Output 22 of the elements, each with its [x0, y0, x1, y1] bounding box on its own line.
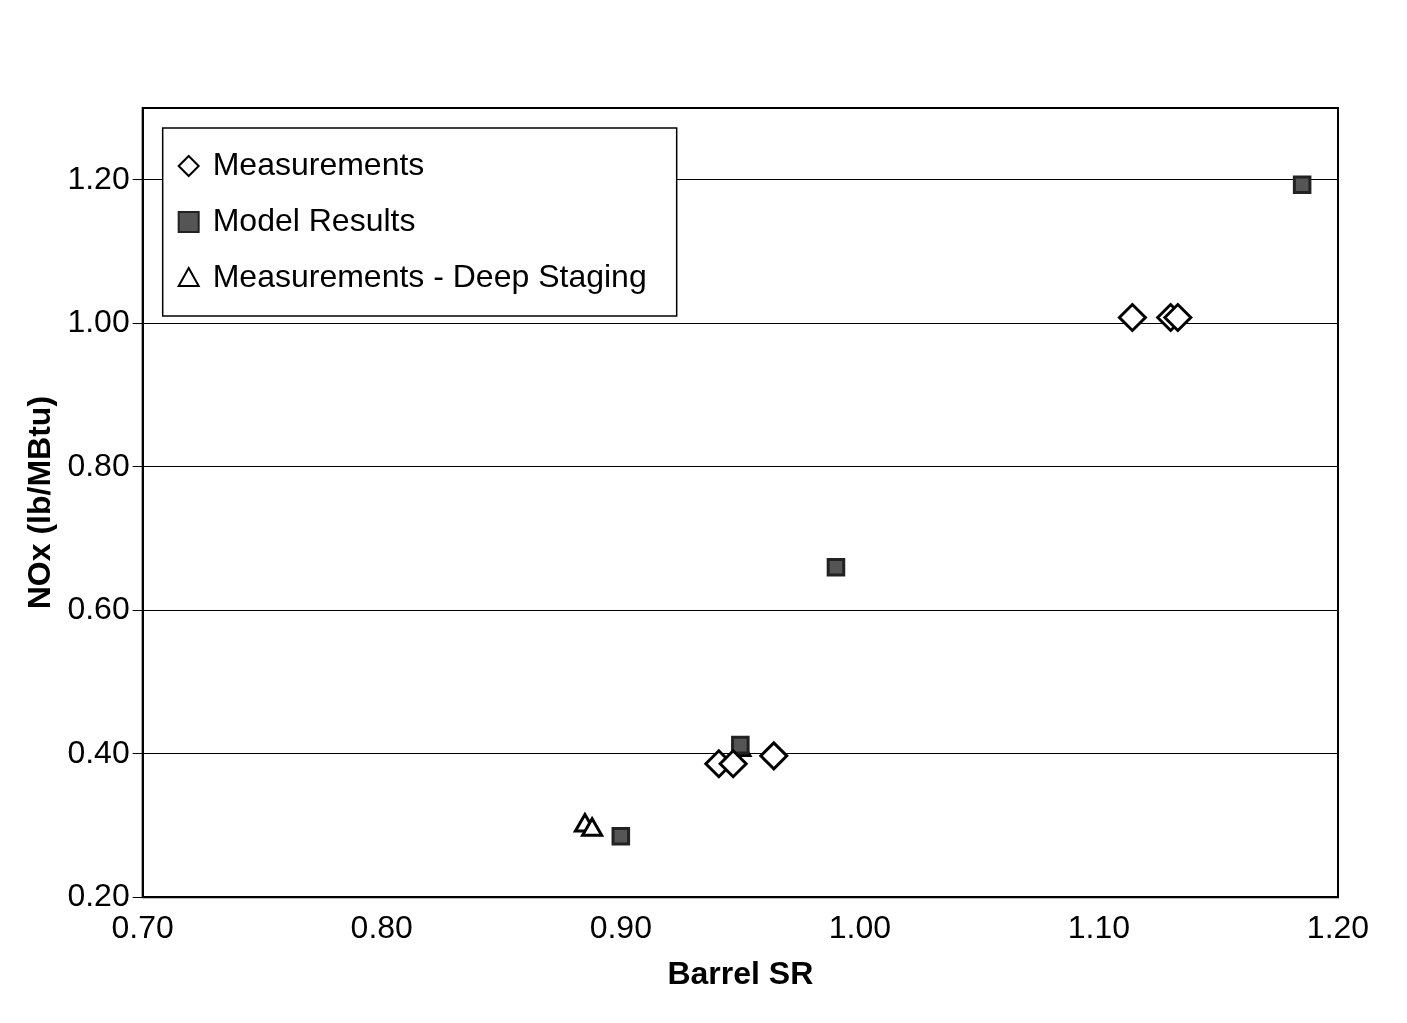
x-tick-label: 1.10: [1067, 909, 1131, 946]
y-tick-label: 1.20: [67, 159, 130, 196]
x-tick-label: 1.00: [828, 909, 892, 946]
y-tick-label: 0.80: [67, 446, 130, 483]
y-axis-title: NOx (lb/MBtu): [21, 395, 58, 610]
x-tick-label: 0.90: [589, 909, 652, 946]
point: [1163, 303, 1193, 332]
point: [1117, 303, 1147, 332]
legend-label: Measurements - Deep Staging: [212, 257, 647, 294]
x-axis-title: Barrel SR: [667, 954, 814, 991]
x-tick-label: 1.20: [1306, 909, 1370, 946]
legend-label: Measurements: [212, 145, 425, 182]
point: [759, 741, 789, 771]
point: [1292, 175, 1312, 195]
y-tick-label: 1.00: [67, 303, 130, 340]
point: [826, 557, 846, 577]
legend-label: Model Results: [212, 201, 416, 238]
x-tick-label: 0.80: [350, 909, 413, 946]
y-tick-label: 0.60: [67, 590, 130, 627]
point: [718, 749, 748, 779]
point: [611, 826, 631, 846]
y-tick-label: 0.40: [67, 733, 130, 770]
